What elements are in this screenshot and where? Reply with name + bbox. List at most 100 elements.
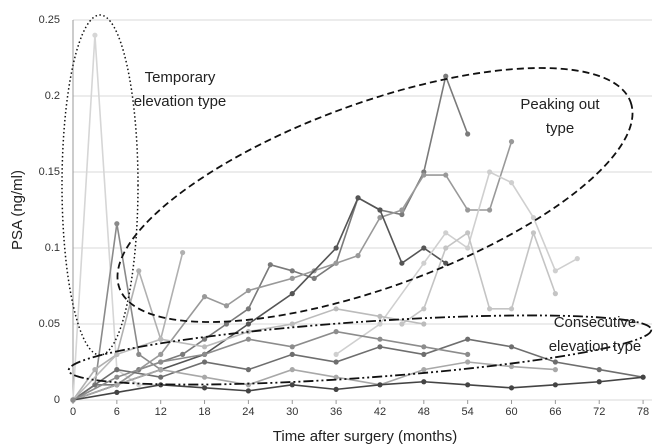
data-point xyxy=(377,344,383,350)
data-point xyxy=(158,351,164,357)
x-axis-title: Time after surgery (months) xyxy=(273,428,458,445)
x-tick-label: 60 xyxy=(505,406,517,418)
data-point xyxy=(465,359,471,365)
annotation: elevation type xyxy=(549,338,642,355)
data-point xyxy=(552,367,558,373)
data-point xyxy=(552,268,558,274)
series-line xyxy=(72,338,644,401)
data-point xyxy=(552,382,558,388)
data-point xyxy=(289,321,295,327)
data-point xyxy=(333,374,339,380)
data-point xyxy=(508,344,515,350)
data-point xyxy=(114,367,120,373)
data-point xyxy=(486,306,493,312)
data-point xyxy=(289,275,295,281)
data-point xyxy=(114,374,120,380)
data-point xyxy=(158,336,164,342)
data-point xyxy=(333,329,339,335)
data-point xyxy=(311,275,317,281)
data-point xyxy=(465,131,471,137)
y-tick-label: 0.1 xyxy=(45,242,60,254)
data-point xyxy=(201,351,208,357)
data-point xyxy=(289,344,295,350)
x-tick-label: 36 xyxy=(330,406,342,418)
series-line xyxy=(72,35,161,401)
data-point xyxy=(465,230,471,236)
data-point xyxy=(421,351,427,357)
data-point xyxy=(355,253,361,259)
data-point xyxy=(70,397,76,403)
data-point xyxy=(201,344,208,350)
data-point xyxy=(201,374,208,380)
data-point xyxy=(245,287,252,294)
series-line xyxy=(401,230,557,325)
data-point xyxy=(245,321,252,327)
data-point xyxy=(267,262,273,268)
x-tick-label: 54 xyxy=(462,406,474,418)
series-line xyxy=(335,170,578,356)
series-line xyxy=(72,252,184,401)
y-tick-label: 0.15 xyxy=(39,166,60,178)
data-point xyxy=(289,268,295,274)
data-point xyxy=(180,249,186,256)
data-point xyxy=(421,260,427,266)
data-point xyxy=(421,379,427,385)
data-point xyxy=(421,172,427,178)
data-point xyxy=(443,230,449,236)
y-tick-label: 0.25 xyxy=(39,14,60,26)
x-tick-label: 12 xyxy=(155,406,167,418)
outline-ellipse xyxy=(67,314,653,386)
x-tick-label: 48 xyxy=(418,406,430,418)
data-point xyxy=(421,367,427,373)
data-point xyxy=(421,344,427,350)
data-point xyxy=(508,180,515,186)
data-point xyxy=(508,363,515,370)
data-point xyxy=(399,260,405,266)
data-point xyxy=(158,367,164,373)
data-point xyxy=(377,321,383,327)
data-point xyxy=(92,32,98,38)
x-tick-label: 30 xyxy=(286,406,298,418)
data-point xyxy=(333,386,339,392)
data-point xyxy=(333,306,339,312)
data-point xyxy=(201,385,208,391)
data-point xyxy=(530,215,537,221)
annotation: elevation type xyxy=(134,93,227,110)
data-point xyxy=(158,359,164,365)
annotation: Peaking out xyxy=(520,96,600,113)
x-tick-label: 78 xyxy=(637,406,649,418)
data-point xyxy=(596,367,602,373)
data-point xyxy=(596,379,602,385)
data-point xyxy=(465,336,471,342)
data-point xyxy=(377,336,383,342)
data-point xyxy=(377,207,383,213)
data-point xyxy=(399,321,405,327)
data-point xyxy=(377,313,383,319)
data-point xyxy=(114,382,120,388)
data-point xyxy=(465,245,471,251)
data-point xyxy=(399,211,405,218)
data-point xyxy=(443,172,449,178)
y-axis-title: PSA (ng/ml) xyxy=(9,170,26,250)
annotation: Temporary xyxy=(145,69,216,86)
data-point xyxy=(333,359,339,365)
data-point xyxy=(421,245,427,251)
data-point xyxy=(245,306,252,312)
data-point xyxy=(136,268,142,274)
y-tick-label: 0.05 xyxy=(39,318,60,330)
outline-ellipse xyxy=(116,67,634,323)
annotation: type xyxy=(546,120,574,137)
data-point xyxy=(443,245,449,251)
x-tick-label: 42 xyxy=(374,406,386,418)
data-point xyxy=(201,294,208,300)
data-point xyxy=(508,385,515,391)
data-point xyxy=(377,382,383,388)
data-point xyxy=(486,207,493,213)
data-point xyxy=(486,169,493,175)
data-point xyxy=(114,389,120,395)
data-point xyxy=(421,306,427,312)
data-point xyxy=(245,367,252,373)
series-line xyxy=(72,330,468,401)
x-tick-label: 18 xyxy=(198,406,210,418)
